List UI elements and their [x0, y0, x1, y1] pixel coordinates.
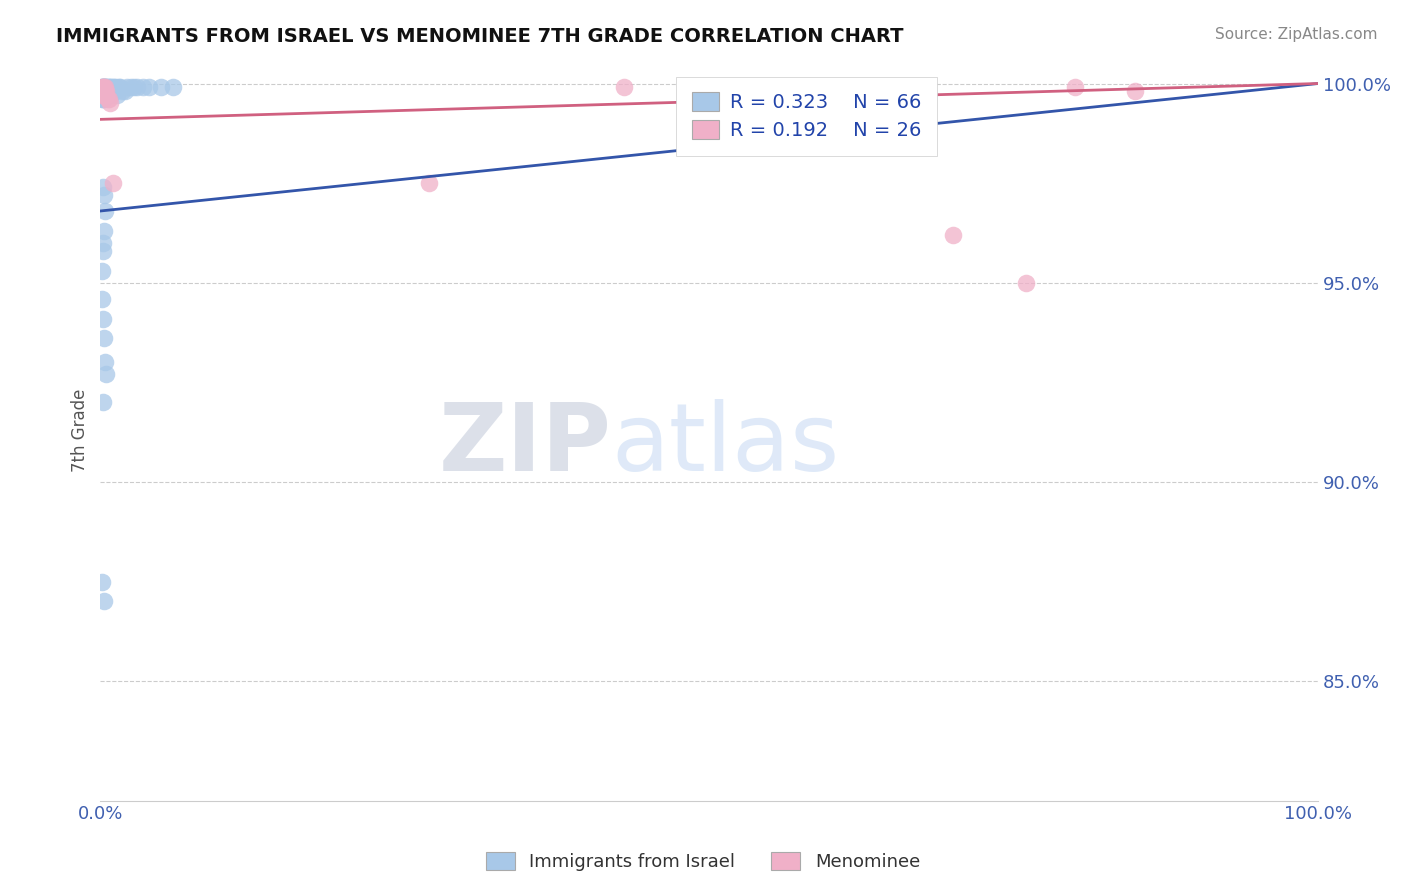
Point: [96, 85, 118, 99]
Point: [107, 80, 129, 95]
Point: [97, 85, 120, 99]
Point: [98, 96, 121, 111]
Point: [125, 80, 148, 95]
Point: [93, 88, 115, 103]
Point: [101, 80, 124, 95]
Point: [96, 80, 118, 95]
Point: [103, 80, 125, 95]
Point: [91, 88, 114, 103]
Point: [97, 92, 120, 106]
Point: [94, 80, 117, 95]
Point: [94, 85, 117, 99]
Point: [97, 80, 120, 95]
Text: Source: ZipAtlas.com: Source: ZipAtlas.com: [1215, 27, 1378, 42]
Point: [90, 85, 112, 99]
Point: [91, 88, 114, 103]
Point: [91, 85, 114, 99]
Point: [120, 80, 142, 95]
Point: [94, 204, 117, 219]
Point: [90, 92, 112, 106]
Point: [1125, 85, 1147, 99]
Point: [91, 180, 114, 194]
Point: [132, 80, 155, 95]
Point: [105, 80, 128, 95]
Point: [111, 85, 134, 99]
Y-axis label: 7th Grade: 7th Grade: [72, 388, 89, 472]
Point: [91, 80, 114, 95]
Point: [91, 235, 114, 250]
Point: [96, 80, 118, 95]
Point: [162, 80, 184, 95]
Point: [94, 355, 117, 369]
Point: [91, 395, 114, 409]
Legend: Immigrants from Israel, Menominee: Immigrants from Israel, Menominee: [479, 846, 927, 879]
Point: [97, 85, 120, 99]
Point: [97, 88, 120, 103]
Point: [94, 85, 117, 99]
Point: [100, 80, 122, 95]
Point: [90, 80, 112, 95]
Point: [93, 88, 115, 103]
Point: [94, 88, 117, 103]
Point: [98, 80, 121, 95]
Point: [90, 292, 112, 306]
Point: [796, 80, 818, 95]
Point: [734, 80, 756, 95]
Point: [93, 594, 115, 608]
Point: [90, 264, 112, 278]
Point: [91, 80, 114, 95]
Point: [150, 80, 173, 95]
Point: [93, 92, 115, 106]
Point: [1015, 276, 1038, 290]
Legend: R = 0.323    N = 66, R = 0.192    N = 26: R = 0.323 N = 66, R = 0.192 N = 26: [676, 77, 938, 155]
Point: [91, 92, 114, 106]
Point: [93, 80, 115, 95]
Point: [93, 331, 115, 345]
Point: [96, 88, 118, 103]
Text: ZIP: ZIP: [439, 399, 612, 491]
Point: [94, 80, 117, 95]
Point: [97, 80, 120, 95]
Point: [96, 88, 118, 103]
Point: [105, 88, 128, 103]
Point: [93, 85, 115, 99]
Point: [93, 85, 115, 99]
Point: [613, 80, 636, 95]
Point: [90, 80, 112, 95]
Point: [91, 244, 114, 258]
Point: [856, 80, 879, 95]
Point: [90, 88, 112, 103]
Point: [100, 88, 122, 103]
Point: [138, 80, 160, 95]
Point: [93, 224, 115, 238]
Point: [97, 92, 120, 106]
Point: [91, 80, 114, 95]
Text: IMMIGRANTS FROM ISRAEL VS MENOMINEE 7TH GRADE CORRELATION CHART: IMMIGRANTS FROM ISRAEL VS MENOMINEE 7TH …: [56, 27, 904, 45]
Point: [124, 80, 146, 95]
Point: [94, 80, 117, 95]
Point: [114, 85, 136, 99]
Point: [96, 368, 118, 382]
Point: [101, 176, 124, 190]
Point: [90, 85, 112, 99]
Point: [90, 88, 112, 103]
Point: [91, 85, 114, 99]
Point: [90, 80, 112, 95]
Point: [942, 227, 965, 242]
Point: [108, 80, 131, 95]
Point: [91, 311, 114, 326]
Point: [93, 188, 115, 202]
Point: [893, 85, 915, 99]
Point: [91, 85, 114, 99]
Point: [1063, 80, 1085, 95]
Text: atlas: atlas: [612, 399, 839, 491]
Point: [98, 85, 121, 99]
Point: [96, 85, 118, 99]
Point: [90, 574, 112, 589]
Point: [104, 85, 127, 99]
Point: [418, 176, 440, 190]
Point: [101, 85, 124, 99]
Point: [93, 80, 115, 95]
Point: [115, 80, 138, 95]
